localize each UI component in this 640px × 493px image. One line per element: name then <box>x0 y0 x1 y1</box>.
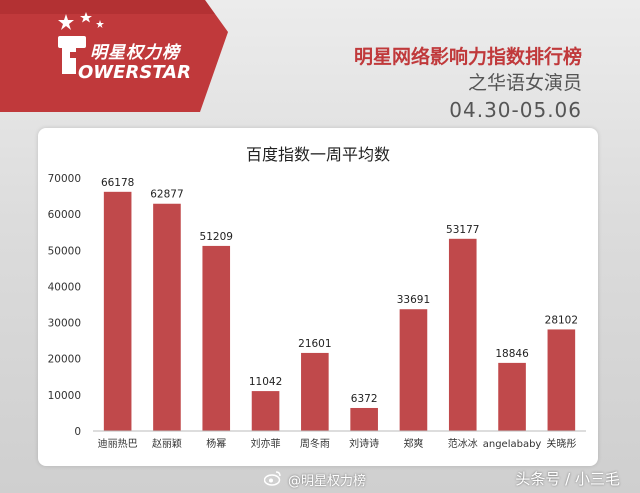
bar <box>251 391 280 431</box>
y-tick-label: 30000 <box>48 318 81 330</box>
x-axis: 迪丽热巴 赵丽颖 杨幂 刘亦菲 周冬雨 刘诗诗 郑爽 范冰冰 angelababy 关晓彤 <box>93 430 586 450</box>
data-label: 28102 <box>545 314 578 326</box>
y-tick-label: 50000 <box>48 245 81 257</box>
y-tick-label: 10000 <box>48 390 81 402</box>
bar <box>350 407 378 431</box>
x-tick-label: 刘诗诗 <box>349 437 379 450</box>
y-tick-label: 40000 <box>48 281 81 293</box>
bar <box>448 238 477 431</box>
bar <box>399 309 428 431</box>
y-tick-label: 0 <box>74 426 81 438</box>
weibo-icon <box>264 471 281 486</box>
page-title: 明星网络影响力指数排行榜 <box>353 46 582 68</box>
bar <box>301 352 329 431</box>
star-icon <box>58 14 74 30</box>
page-subtitle: 之华语女演员 <box>467 72 582 94</box>
y-tick-label: 70000 <box>48 173 81 185</box>
chart-panel: 百度指数一周平均数 0 10000 20000 30000 40000 50000 6000… <box>38 128 598 466</box>
y-axis: 0 10000 20000 30000 40000 50000 60000 70000 <box>48 173 81 438</box>
data-label: 18846 <box>495 348 529 360</box>
y-tick-label: 20000 <box>48 354 81 366</box>
data-label: 62877 <box>150 189 183 201</box>
brand-banner: 明星权力榜 OWERSTAR <box>0 0 230 118</box>
x-tick-label: 关晓彤 <box>546 437 576 450</box>
weibo-handle: @明星权力榜 <box>288 474 367 489</box>
x-tick-label: 范冰冰 <box>448 437 478 450</box>
bar <box>498 362 526 431</box>
brand-banner-shape <box>0 0 228 112</box>
bar-chart: 百度指数一周平均数 0 10000 20000 30000 40000 50000 6000… <box>48 145 586 450</box>
x-tick-label: 杨幂 <box>206 437 226 450</box>
fist-logo-icon <box>58 36 86 74</box>
date-range: 04.30-05.06 <box>449 98 582 122</box>
bar <box>103 191 132 431</box>
brand-name-cn: 明星权力榜 <box>90 43 180 63</box>
x-tick-label: 郑爽 <box>403 437 423 450</box>
star-icon <box>96 20 104 28</box>
data-label: 11042 <box>249 376 282 388</box>
star-icon <box>80 12 92 23</box>
data-label: 33691 <box>397 294 430 306</box>
data-label: 66178 <box>101 177 134 189</box>
data-label: 6372 <box>351 393 378 405</box>
data-label: 53177 <box>446 224 479 236</box>
y-tick-label: 60000 <box>48 209 81 221</box>
chart-title: 百度指数一周平均数 <box>246 145 390 164</box>
bars-group: 66178 62877 51209 11042 21601 6372 33691 53177 1… <box>101 177 578 431</box>
bar <box>153 203 181 431</box>
brand-name-en: OWERSTAR <box>78 62 191 83</box>
header-block: 明星网络影响力指数排行榜 之华语女演员 04.30-05.06 <box>354 44 582 124</box>
bar <box>547 329 576 431</box>
source-tag: 头条号 / 小三毛 <box>515 470 620 488</box>
x-tick-label: angelababy <box>483 439 542 450</box>
x-tick-label: 迪丽热巴 <box>98 437 138 450</box>
data-label: 21601 <box>298 338 331 350</box>
x-tick-label: 刘亦菲 <box>251 437 281 450</box>
x-tick-label: 周冬雨 <box>300 437 330 450</box>
x-tick-label: 赵丽颖 <box>152 437 182 450</box>
data-label: 51209 <box>200 231 233 243</box>
bar <box>202 245 231 431</box>
